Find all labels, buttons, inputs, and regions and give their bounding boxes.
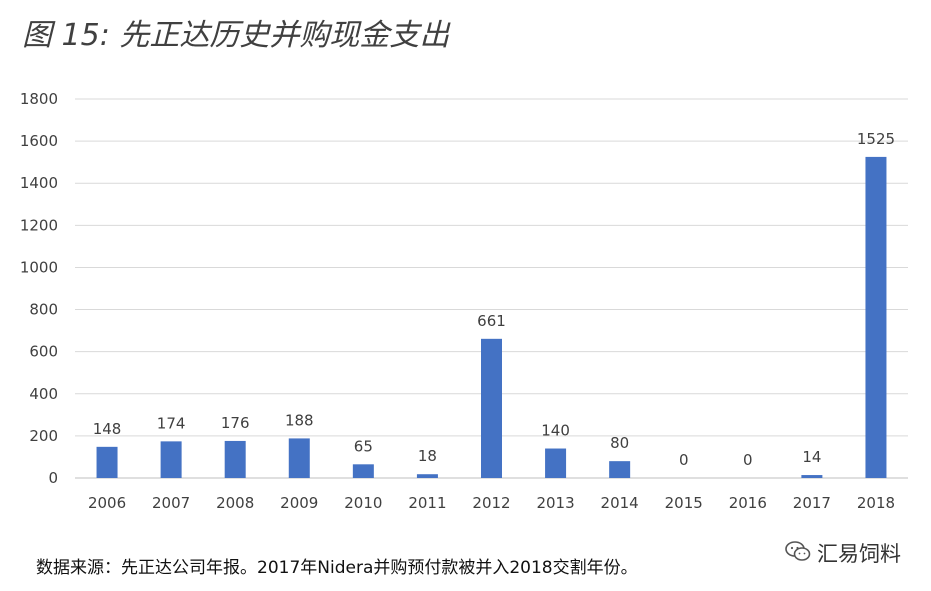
- y-tick-label: 1600: [20, 132, 58, 150]
- x-tick-label: 2017: [793, 494, 831, 512]
- bars: [96, 156, 887, 478]
- y-tick-label: 1000: [20, 258, 58, 276]
- x-tick-label: 2007: [152, 494, 190, 512]
- x-tick-label: 2015: [665, 494, 703, 512]
- x-tick-label: 2012: [472, 494, 510, 512]
- x-tick-label: 2014: [601, 494, 639, 512]
- data-label: 14: [802, 448, 821, 466]
- bar: [801, 475, 823, 478]
- data-labels: 148 174 176 188 65 18 661 140 80 0 0 14 1525: [93, 130, 895, 469]
- x-tick-label: 2018: [857, 494, 895, 512]
- bar: [545, 448, 567, 478]
- data-label: 1525: [857, 130, 895, 148]
- bar: [352, 464, 374, 478]
- data-label: 80: [610, 434, 629, 452]
- data-label: 661: [477, 312, 506, 330]
- brand-watermark: 汇易饲料: [785, 538, 901, 568]
- data-label: 174: [157, 414, 186, 432]
- y-tick-label: 400: [29, 385, 58, 403]
- chart-title: 图 15: 先正达历史并购现金支出: [22, 18, 450, 53]
- bar: [416, 474, 438, 478]
- bar: [865, 156, 887, 478]
- x-tick-label: 2008: [216, 494, 254, 512]
- x-tick-label: 2009: [280, 494, 318, 512]
- data-label: 188: [285, 411, 314, 429]
- bar: [481, 338, 502, 478]
- bar: [96, 446, 118, 478]
- x-tick-label: 2016: [729, 494, 767, 512]
- data-label: 0: [743, 451, 753, 469]
- y-axis: 0 200 400 600 800 1000 1200 1400 1600 1800: [20, 90, 58, 487]
- x-tick-label: 2013: [536, 494, 574, 512]
- y-tick-label: 800: [29, 301, 58, 319]
- y-tick-label: 0: [48, 469, 58, 487]
- bar: [609, 461, 631, 478]
- x-tick-label: 2006: [88, 494, 126, 512]
- x-tick-label: 2011: [408, 494, 446, 512]
- bar: [288, 438, 310, 478]
- x-tick-label: 2010: [344, 494, 382, 512]
- y-tick-label: 200: [29, 427, 58, 445]
- data-label: 65: [354, 437, 373, 455]
- wechat-icon: [785, 540, 811, 567]
- data-label: 176: [221, 414, 250, 432]
- y-tick-label: 1200: [20, 216, 58, 234]
- bar: [224, 440, 246, 478]
- data-label: 148: [93, 420, 122, 438]
- x-axis: 2006 2007 2008 2009 2010 2011 2012 2013 2014 2015…: [88, 494, 895, 512]
- data-label: 140: [541, 422, 570, 440]
- data-label: 0: [679, 451, 689, 469]
- data-label: 18: [418, 447, 437, 465]
- source-note: 数据来源：先正达公司年报。2017年Nidera并购预付款被并入2018交割年份…: [36, 558, 638, 578]
- brand-name: 汇易饲料: [817, 542, 901, 566]
- y-tick-label: 1400: [20, 174, 58, 192]
- y-tick-label: 1800: [20, 90, 58, 108]
- bar: [160, 441, 182, 478]
- y-tick-label: 600: [29, 343, 58, 361]
